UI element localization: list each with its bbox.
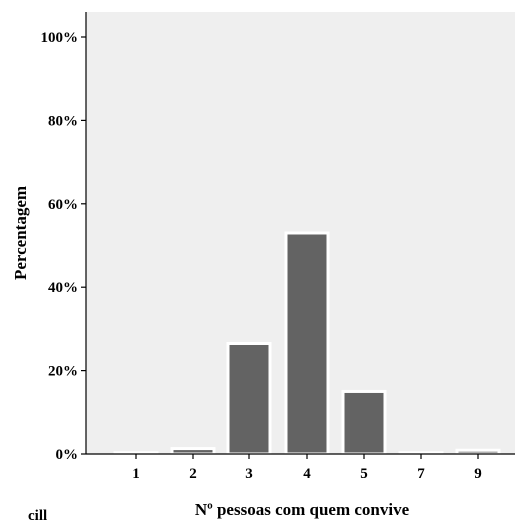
x-tick-label: 3	[245, 466, 253, 482]
x-tick-label: 7	[417, 466, 425, 482]
x-tick-label: 2	[189, 466, 197, 482]
y-tick-group: 0% 20% 40% 60% 80% 100%	[41, 30, 86, 463]
y-tick-label: 80%	[48, 113, 78, 129]
bar-2	[170, 447, 216, 456]
y-tick-label: 0%	[56, 447, 79, 463]
y-axis-title: Percentagem	[11, 186, 30, 280]
y-tick-label: 40%	[48, 280, 78, 296]
y-tick-label: 100%	[41, 30, 79, 46]
bar-4	[284, 231, 330, 456]
x-axis-title: Nº pessoas com quem convive	[195, 500, 410, 519]
x-tick-label: 5	[360, 466, 368, 482]
x-tick-group: 1 2 3 4 5 7 9	[132, 454, 482, 482]
bar-3	[226, 341, 272, 456]
stray-text: cill	[28, 508, 47, 522]
x-tick-label: 4	[303, 466, 311, 482]
x-tick-label: 1	[132, 466, 140, 482]
bar-group	[113, 231, 501, 456]
y-tick-label: 20%	[48, 364, 78, 380]
x-tick-label: 9	[474, 466, 482, 482]
bar-5	[341, 389, 387, 456]
y-tick-label: 60%	[48, 197, 78, 213]
